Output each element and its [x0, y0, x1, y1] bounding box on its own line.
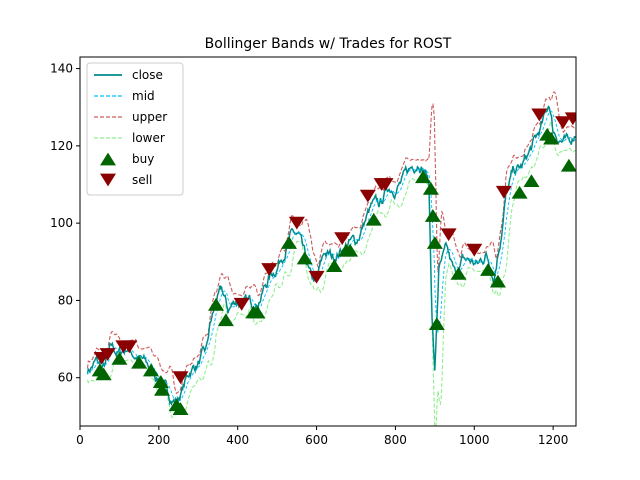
buy-marker-3	[131, 355, 148, 369]
sell-marker-9	[334, 232, 351, 246]
plot-inner	[86, 91, 576, 426]
sell-marker-14	[466, 243, 483, 257]
sell-marker-7	[288, 216, 305, 230]
sell-marker-16	[531, 108, 548, 122]
series-lower-line	[86, 120, 576, 426]
series-mid-line	[87, 110, 576, 403]
y-axis: 60 80 100 120 140	[50, 62, 80, 385]
sell-marker-13	[440, 228, 457, 242]
y-tick-label-1: 80	[58, 293, 73, 307]
buy-marker-12	[249, 305, 266, 319]
x-tick-label-4: 800	[384, 433, 407, 447]
buy-marker-6	[154, 382, 171, 396]
buy-marker-17	[342, 243, 359, 257]
sell-marker-18	[564, 112, 576, 126]
buy-marker-21	[424, 209, 441, 222]
x-tick-label-5: 1000	[459, 433, 490, 447]
buy-marker-4	[142, 363, 159, 377]
buy-marker-23	[428, 317, 445, 331]
y-tick-label-3: 120	[50, 139, 73, 153]
y-tick-label-0: 60	[58, 371, 73, 385]
legend-label-lower: lower	[132, 131, 165, 145]
buy-marker-22	[426, 236, 443, 249]
x-tick-label-0: 0	[76, 433, 84, 447]
legend-label-buy: buy	[132, 152, 154, 166]
buy-marker-24	[450, 266, 467, 280]
chart-title: Bollinger Bands w/ Trades for ROST	[205, 36, 452, 52]
plot-area	[79, 56, 577, 427]
y-tick-label-4: 140	[50, 62, 73, 76]
buy-marker-27	[511, 185, 528, 199]
buy-marker-18	[365, 212, 382, 226]
legend-label-mid: mid	[132, 89, 155, 103]
axes-frame	[79, 56, 577, 427]
buy-marker-9	[208, 297, 225, 311]
sell-marker-8	[308, 270, 325, 284]
buy-marker-19	[415, 170, 432, 184]
sell-marker-12	[377, 178, 394, 191]
buy-marker-8	[172, 402, 189, 416]
series-upper-line	[86, 91, 576, 395]
legend-label-sell: sell	[132, 173, 152, 187]
buy-marker-14	[296, 251, 313, 265]
sell-marker-15	[495, 185, 512, 199]
sell-marker-6	[261, 263, 278, 276]
x-axis: 0 200 400 600 800 1000 1200	[76, 426, 568, 447]
buy-marker-25	[480, 263, 497, 276]
legend-label-upper: upper	[132, 110, 167, 124]
sell-marker-10	[359, 189, 376, 203]
buy-marker-1	[95, 367, 112, 381]
legend: close mid upper lower buy sell	[86, 62, 184, 196]
buy-marker-15	[326, 259, 343, 273]
x-tick-label-3: 600	[305, 433, 328, 447]
buy-marker-30	[543, 131, 560, 145]
x-tick-label-2: 400	[226, 433, 249, 447]
legend-swatch-buy	[100, 152, 116, 166]
buy-marker-20	[422, 181, 439, 195]
buy-marker-26	[489, 274, 506, 288]
buy-marker-10	[217, 313, 234, 327]
buy-marker-2	[111, 351, 128, 365]
buy-marker-5	[152, 375, 169, 388]
buy-marker-13	[280, 236, 297, 249]
sell-marker-3	[121, 340, 138, 354]
sell-marker-17	[554, 116, 571, 130]
x-tick-label-1: 200	[147, 433, 170, 447]
legend-label-close: close	[132, 68, 163, 82]
x-tick-label-6: 1200	[538, 433, 569, 447]
sell-marker-4	[172, 371, 189, 385]
sell-marker-1	[99, 348, 116, 361]
series-close-line	[86, 105, 576, 406]
buy-marker-28	[523, 174, 540, 188]
legend-swatch-sell	[100, 173, 116, 187]
sell-marker-5	[233, 297, 250, 311]
buy-marker-31	[560, 158, 576, 172]
y-tick-label-2: 100	[50, 216, 73, 230]
